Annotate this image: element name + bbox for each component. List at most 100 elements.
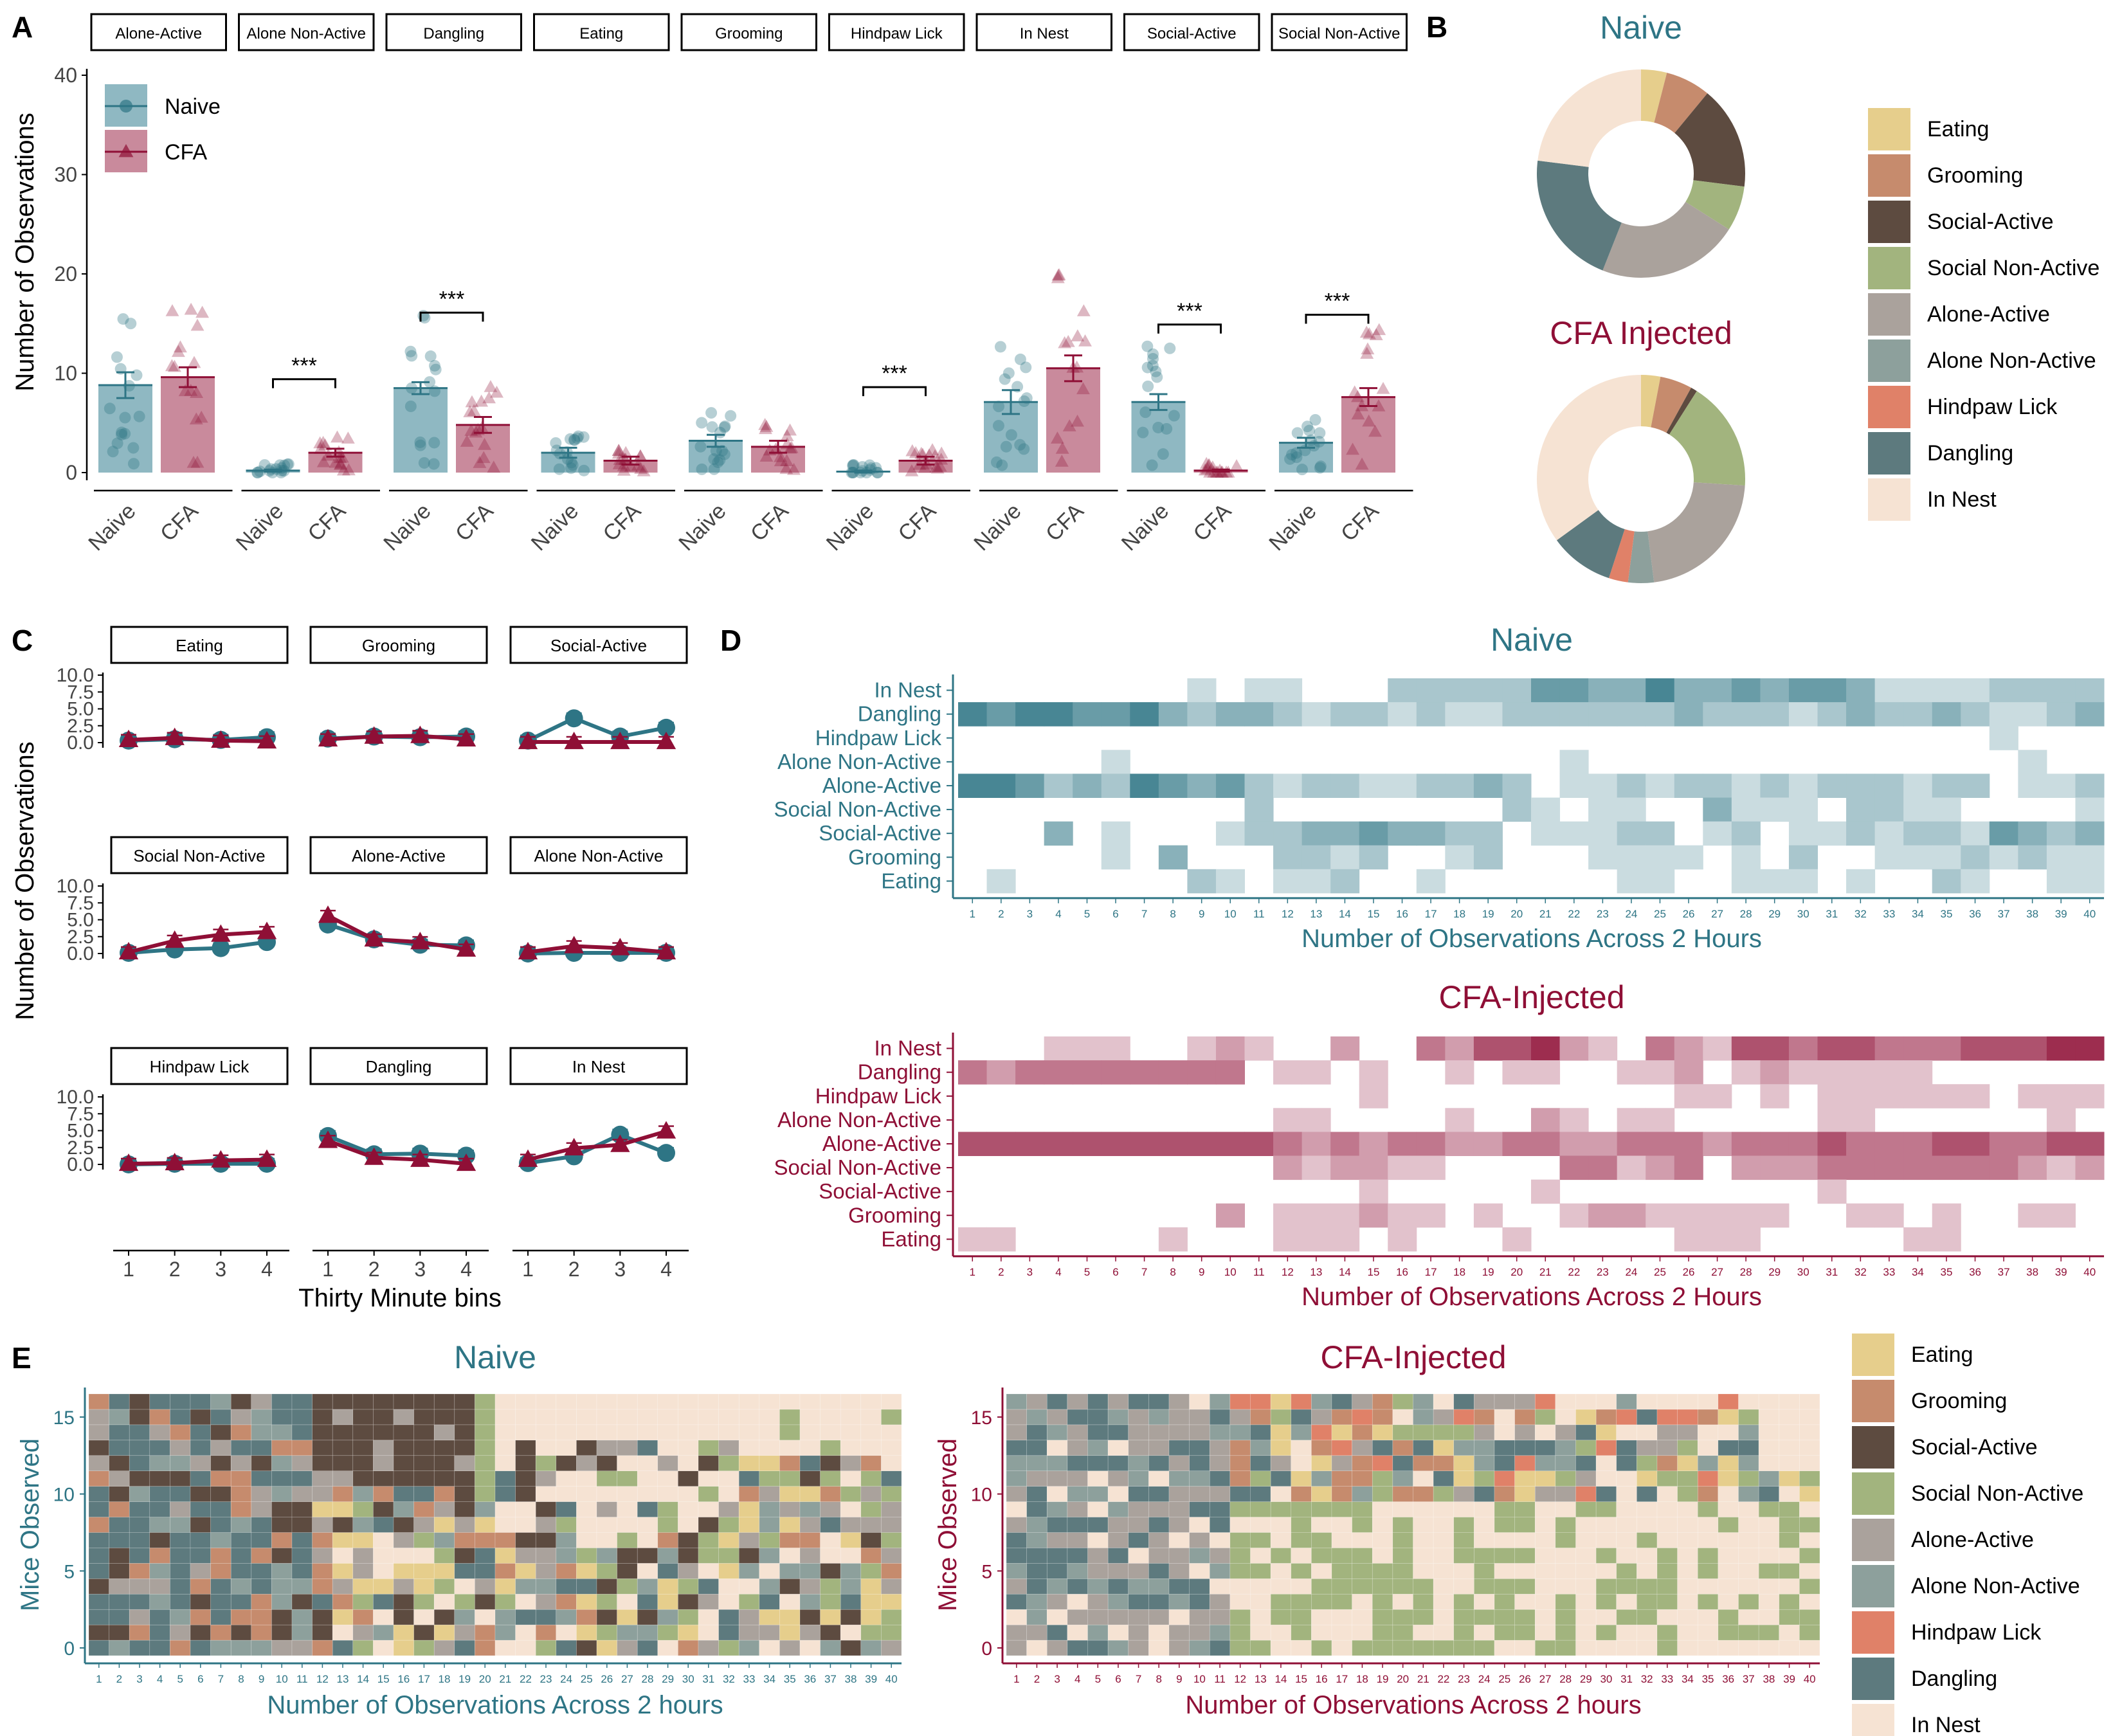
heatmap-cell	[1799, 1393, 1820, 1410]
data-point-cfa	[167, 359, 181, 372]
heatmap-cell	[657, 1548, 678, 1564]
heatmap-cell	[1372, 1517, 1393, 1533]
heatmap-cell	[1128, 1593, 1149, 1610]
heatmap-cell	[1352, 1532, 1373, 1548]
x-tick-label: 6	[1112, 908, 1118, 920]
heatmap-cell	[799, 1517, 821, 1533]
heatmap-cell	[271, 1563, 293, 1579]
data-point-naive	[1141, 361, 1154, 374]
heatmap-cell	[1514, 1424, 1536, 1441]
heatmap-cell	[958, 773, 988, 798]
heatmap-cell	[190, 1624, 211, 1641]
heatmap-cell	[454, 1517, 475, 1533]
x-tick-label: 14	[357, 1673, 369, 1685]
heatmap-cell	[291, 1609, 313, 1625]
heatmap-cell	[332, 1486, 354, 1502]
y-tick-label: 0	[981, 1638, 992, 1659]
heatmap-cell	[637, 1409, 658, 1425]
significance-label: ***	[439, 287, 465, 311]
facet-label: In Nest	[1020, 25, 1069, 42]
heatmap-cell	[251, 1624, 272, 1641]
heatmap-cell	[596, 1470, 617, 1487]
data-point-naive	[694, 440, 707, 453]
data-point-naive	[1151, 371, 1163, 383]
heatmap-cell	[1067, 1440, 1088, 1456]
heatmap-cell	[1575, 1624, 1597, 1641]
x-axis-title: Number of Observations Across 2 hours	[1185, 1691, 1641, 1719]
row-label: Social Non-Active	[774, 1155, 941, 1179]
heatmap-cell	[1677, 1548, 1698, 1564]
series-line-cfa	[327, 734, 467, 741]
heatmap-cell	[1330, 773, 1360, 798]
panel-label-d: D	[720, 624, 741, 657]
donut-slice	[1536, 160, 1622, 271]
legend-swatch	[1868, 108, 1910, 150]
heatmap-cell	[433, 1532, 455, 1548]
heatmap-cell	[820, 1486, 841, 1502]
heatmap-cell	[1270, 1640, 1292, 1656]
heatmap-cell	[637, 1424, 658, 1441]
heatmap-cell	[799, 1548, 821, 1564]
heatmap-cell	[1148, 1640, 1170, 1656]
heatmap-cell	[678, 1486, 699, 1502]
heatmap-cell	[840, 1548, 862, 1564]
data-point-cfa	[905, 444, 920, 457]
heatmap-cell	[1575, 1440, 1597, 1456]
heatmap-cell	[109, 1640, 130, 1656]
x-tick-label: CFA	[1041, 499, 1089, 547]
heatmap-cell	[515, 1624, 536, 1641]
heatmap-cell	[1656, 1440, 1678, 1456]
heatmap-cell	[799, 1409, 821, 1425]
legend-label: Eating	[1911, 1343, 1973, 1367]
legend-swatch	[1868, 386, 1910, 428]
heatmap-cell	[413, 1593, 435, 1610]
heatmap-cell	[1291, 1624, 1312, 1641]
heatmap-cell	[433, 1609, 455, 1625]
heatmap-cell	[393, 1424, 414, 1441]
heatmap-cell	[1989, 1132, 2018, 1156]
heatmap-cell	[312, 1470, 333, 1487]
heatmap-cell	[1101, 773, 1130, 798]
heatmap-cell	[698, 1532, 719, 1548]
heatmap-cell	[1209, 1578, 1231, 1595]
heatmap-cell	[251, 1578, 272, 1595]
heatmap-cell	[1738, 1470, 1759, 1487]
data-point-cfa	[331, 430, 344, 443]
heatmap-cell	[1799, 1440, 1820, 1456]
heatmap-cell	[1531, 1132, 1561, 1156]
heatmap-cell	[1616, 1578, 1637, 1595]
heatmap-cell	[1413, 1470, 1434, 1487]
data-point-naive	[1150, 365, 1162, 377]
heatmap-cell	[1738, 1486, 1759, 1502]
heatmap-cell	[1731, 797, 1761, 822]
heatmap-cell	[1229, 1501, 1251, 1517]
heatmap-cell	[698, 1455, 719, 1472]
data-point-cfa	[118, 1153, 139, 1171]
heatmap-cell	[1087, 1517, 1109, 1533]
heatmap-cell	[494, 1609, 516, 1625]
facet-label: In Nest	[572, 1057, 626, 1076]
data-point-naive	[1002, 367, 1015, 379]
heatmap-cell	[1646, 845, 1675, 870]
heatmap-cell	[1209, 1593, 1231, 1610]
row-label: Eating	[881, 869, 941, 892]
heatmap-cell	[1932, 845, 1961, 870]
heatmap-cell	[535, 1593, 557, 1610]
x-tick-label: 14	[1339, 1266, 1351, 1278]
heatmap-cell	[1617, 1132, 1646, 1156]
heatmap-cell	[556, 1640, 577, 1656]
heatmap-cell	[1534, 1393, 1556, 1410]
heatmap-cell	[475, 1455, 496, 1472]
heatmap-cell	[840, 1593, 862, 1610]
heatmap-cell	[454, 1455, 475, 1472]
heatmap-cell	[1087, 1440, 1109, 1456]
heatmap-cell	[1189, 1501, 1210, 1517]
heatmap-cell	[2018, 702, 2047, 727]
heatmap-cell	[1026, 1440, 1047, 1456]
heatmap-cell	[1617, 1203, 1646, 1228]
heatmap-cell	[1087, 1609, 1109, 1625]
heatmap-cell	[1731, 1227, 1761, 1252]
heatmap-cell	[556, 1455, 577, 1472]
x-tick-label: Naive	[822, 499, 878, 556]
heatmap-cell	[1932, 869, 1961, 894]
